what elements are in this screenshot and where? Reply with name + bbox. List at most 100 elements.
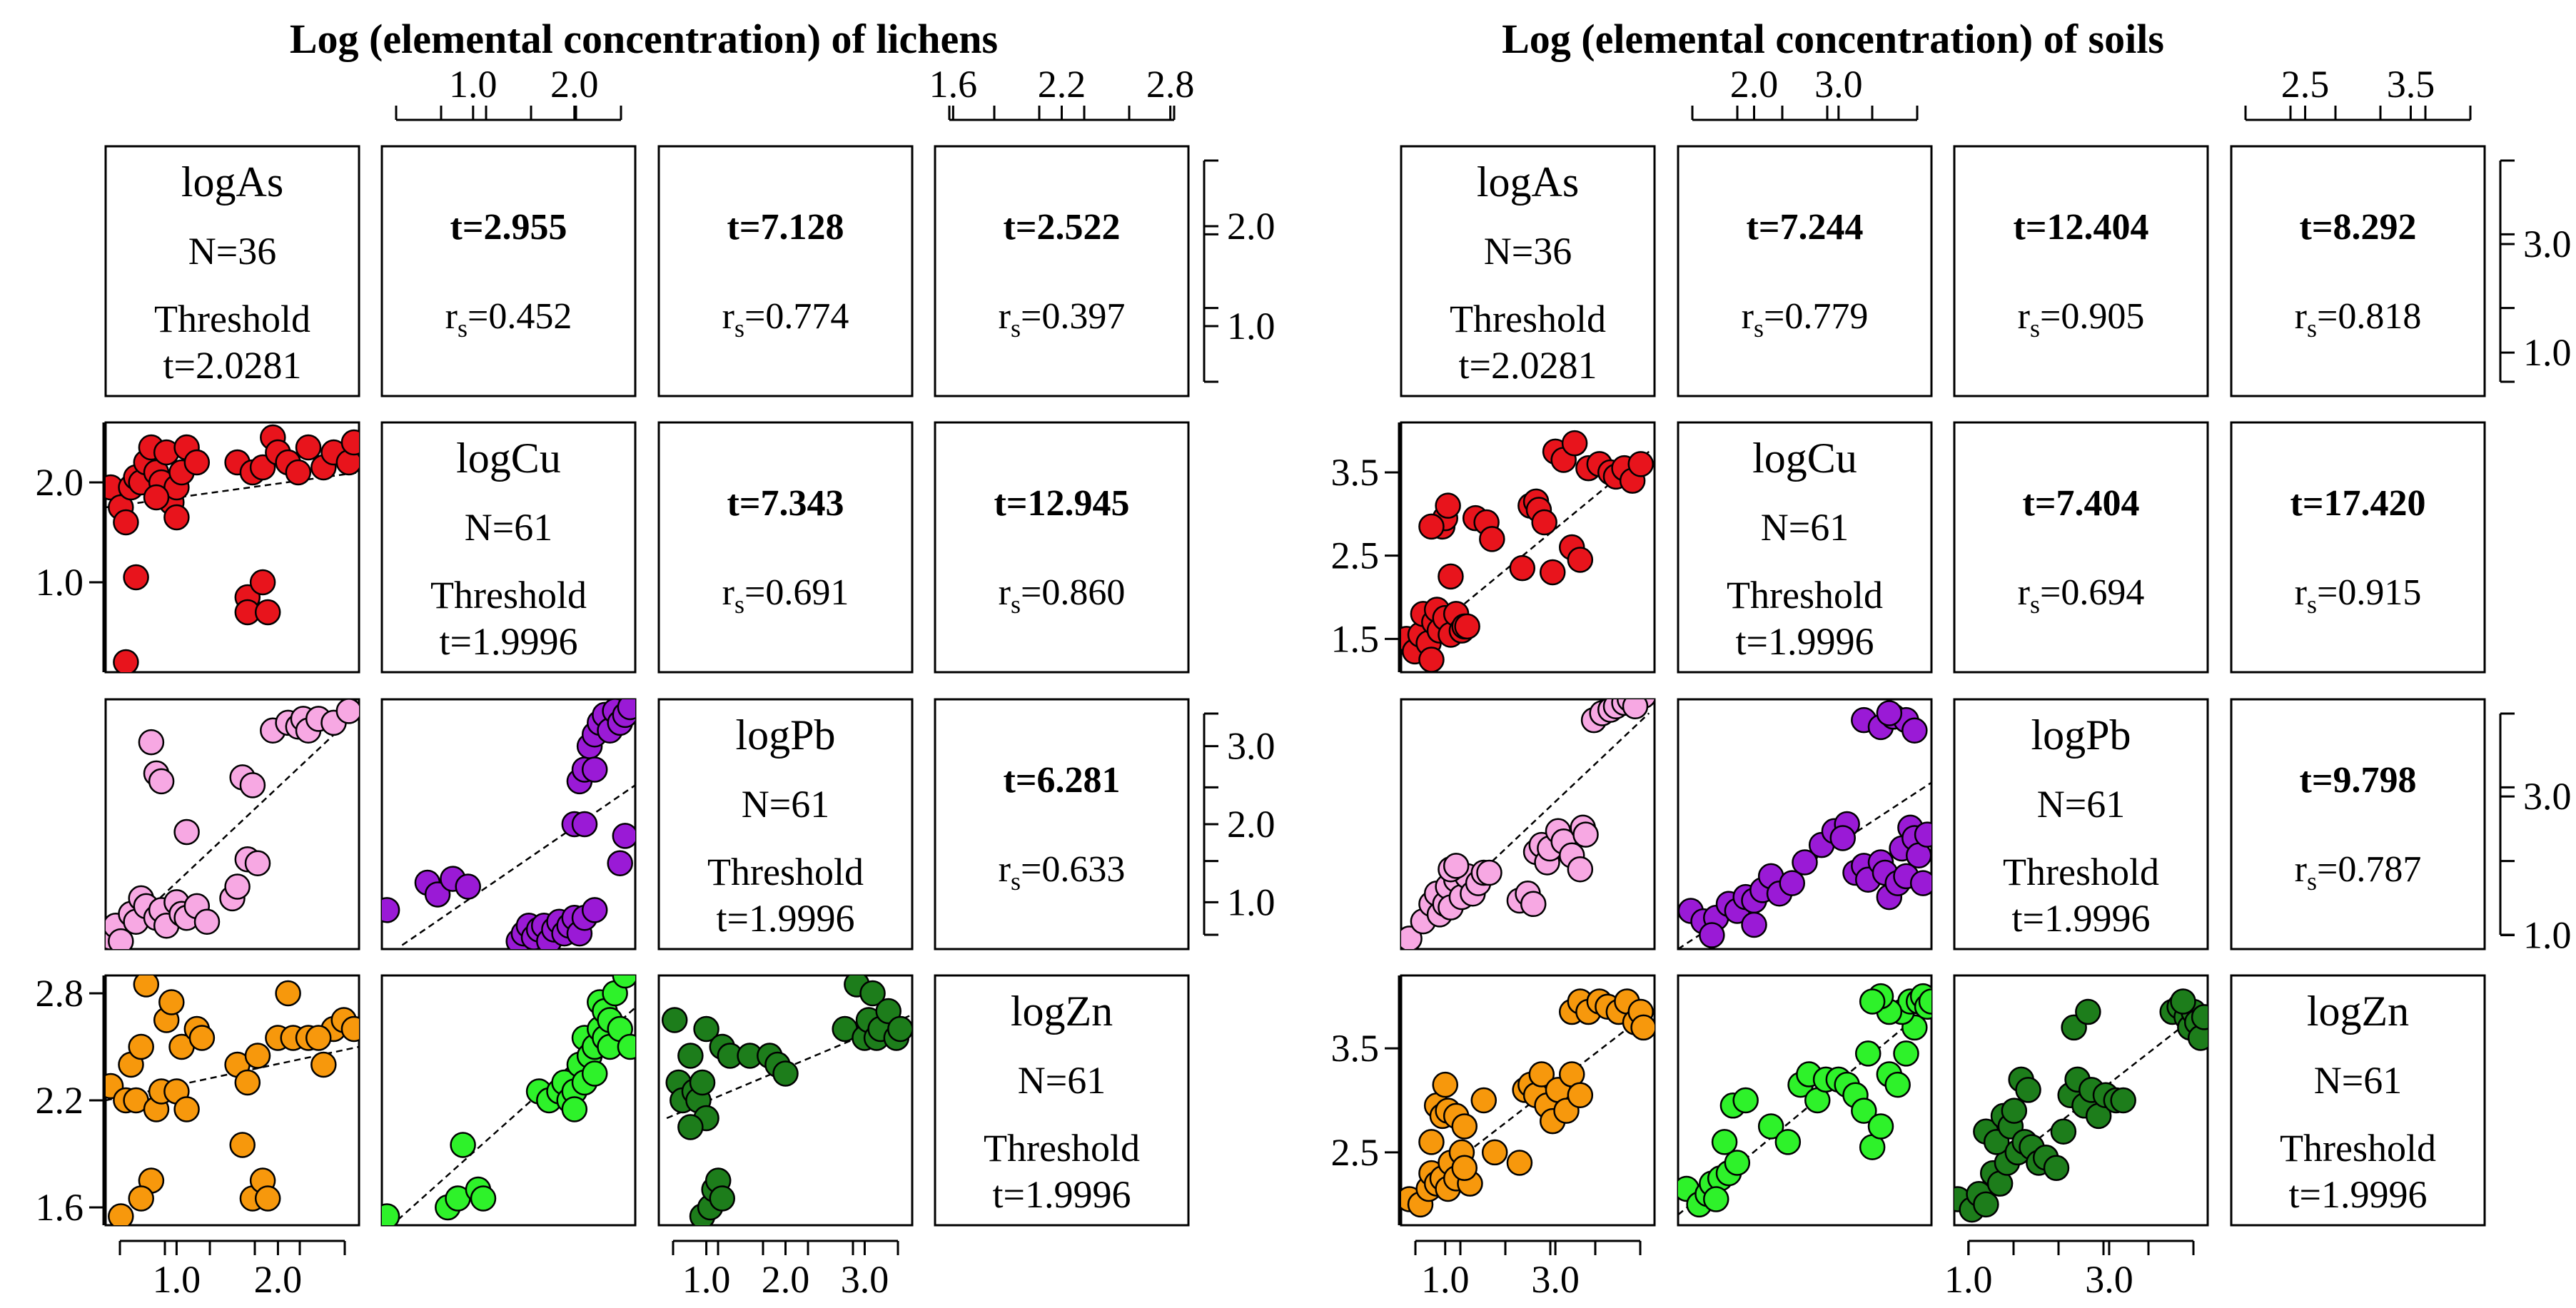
data-point [133,975,160,998]
bottom-tick-label: 1.0 [682,1258,731,1301]
rs-value: =0.694 [2040,572,2144,613]
data-point [229,1132,256,1158]
rs-value: =0.397 [1021,296,1125,337]
data-point [305,1025,332,1051]
t-statistic: t=7.404 [2023,483,2140,524]
data-point [1699,922,1725,948]
data-point [1470,1087,1497,1114]
rs-value: =0.787 [2317,849,2421,890]
bottom-tick-label: 3.0 [2085,1258,2133,1301]
panel-content [1401,988,1655,1218]
left-tick-label: 1.6 [36,1186,84,1229]
data-point [224,873,251,900]
soils-matrix: logAsN=36Thresholdt=2.0281logCuN=61Thres… [1331,63,2572,1301]
panel-content [382,699,635,949]
rs-subscript: s [1011,590,1021,619]
threshold-label: Threshold [707,851,864,893]
data-point [173,1096,200,1122]
data-point [1432,1071,1458,1098]
data-point [2015,1077,2041,1103]
rs-value: =0.633 [1021,849,1125,890]
data-point [693,1015,719,1043]
data-point [1829,825,1856,851]
data-point [285,459,312,486]
data-point [1418,513,1445,540]
data-point [108,1203,134,1225]
data-point [1779,870,1805,896]
panel-frame [380,974,637,1227]
scatter-panel-logPb-vs-logAs [1400,698,1656,950]
data-point [1859,988,1886,1015]
diagonal-box-logCu [380,421,637,674]
t-statistic: t=7.128 [727,207,844,248]
data-point [1627,451,1654,477]
top-tick-label: 1.0 [449,63,497,106]
data-point [335,699,359,724]
rs-subscript: s [2030,314,2040,343]
rs-subscript: s [1011,867,1021,896]
data-point [1418,647,1445,672]
data-point [1724,1150,1751,1176]
right-tick-label: 1.0 [1227,881,1276,923]
data-point [470,1185,497,1212]
data-point [244,850,271,876]
scatter-panel-logZn-vs-logCu [1677,974,1933,1227]
bottom-tick-label: 1.0 [1944,1258,1993,1301]
data-point [2050,1118,2077,1145]
correlation-box [1677,145,1933,397]
threshold-t-value: t=1.9996 [2289,1173,2428,1216]
rs-subscript: s [1011,314,1021,343]
threshold-label: Threshold [2280,1127,2436,1170]
scatter-panel-logZn-vs-logPb [657,974,914,1227]
rs-subscript: s [2307,314,2317,343]
diagonal-box-logAs [1400,145,1656,397]
data-point [143,484,170,511]
data-point [455,873,481,900]
data-point [244,1043,271,1069]
data-point [1630,1014,1655,1041]
data-point [1567,547,1594,573]
t-statistic: t=8.292 [2300,207,2417,248]
data-point [617,1033,635,1060]
top-tick-label: 2.5 [2281,63,2330,106]
panel-content [1401,699,1655,949]
trend-line [1405,1011,1650,1200]
data-point [450,1132,476,1158]
diagonal-box-logAs [104,145,360,397]
left-tick-label: 2.2 [36,1079,84,1122]
left-tick-label: 2.8 [36,972,84,1015]
right-tick-label: 3.0 [1227,725,1276,768]
correlation-box [934,698,1190,950]
right-tick-label: 1.0 [2523,914,2572,957]
bottom-tick-label: 3.0 [1531,1258,1580,1301]
lichens-matrix: logAsN=36Thresholdt=2.0281logCuN=61Thres… [36,63,1276,1301]
data-point [1884,1071,1911,1098]
data-point [113,509,139,536]
top-tick-label: 3.0 [1814,63,1863,106]
correlation-box [934,421,1190,674]
data-point [1443,853,1470,879]
data-point [254,599,281,626]
data-point [234,1069,261,1096]
data-point [123,564,149,591]
rs-value: =0.452 [468,296,572,337]
threshold-t-value: t=1.9996 [440,620,578,663]
rs-value: =0.691 [744,572,849,613]
data-point [607,850,633,876]
variable-name: logCu [456,435,561,482]
data-point [2110,1087,2136,1114]
variable-name: logAs [1477,158,1579,206]
t-statistic: t=12.404 [2014,207,2149,248]
data-point [1792,849,1818,876]
panel-content [1678,983,1931,1218]
data-point [1622,699,1649,719]
data-point [108,928,134,949]
correlation-box [2230,145,2486,397]
data-point [138,729,165,756]
t-statistic: t=2.955 [450,207,567,248]
threshold-label: Threshold [2003,851,2159,893]
data-point [1757,1113,1784,1140]
rs-subscript: s [2307,590,2317,619]
right-tick-label: 1.0 [1227,305,1276,348]
